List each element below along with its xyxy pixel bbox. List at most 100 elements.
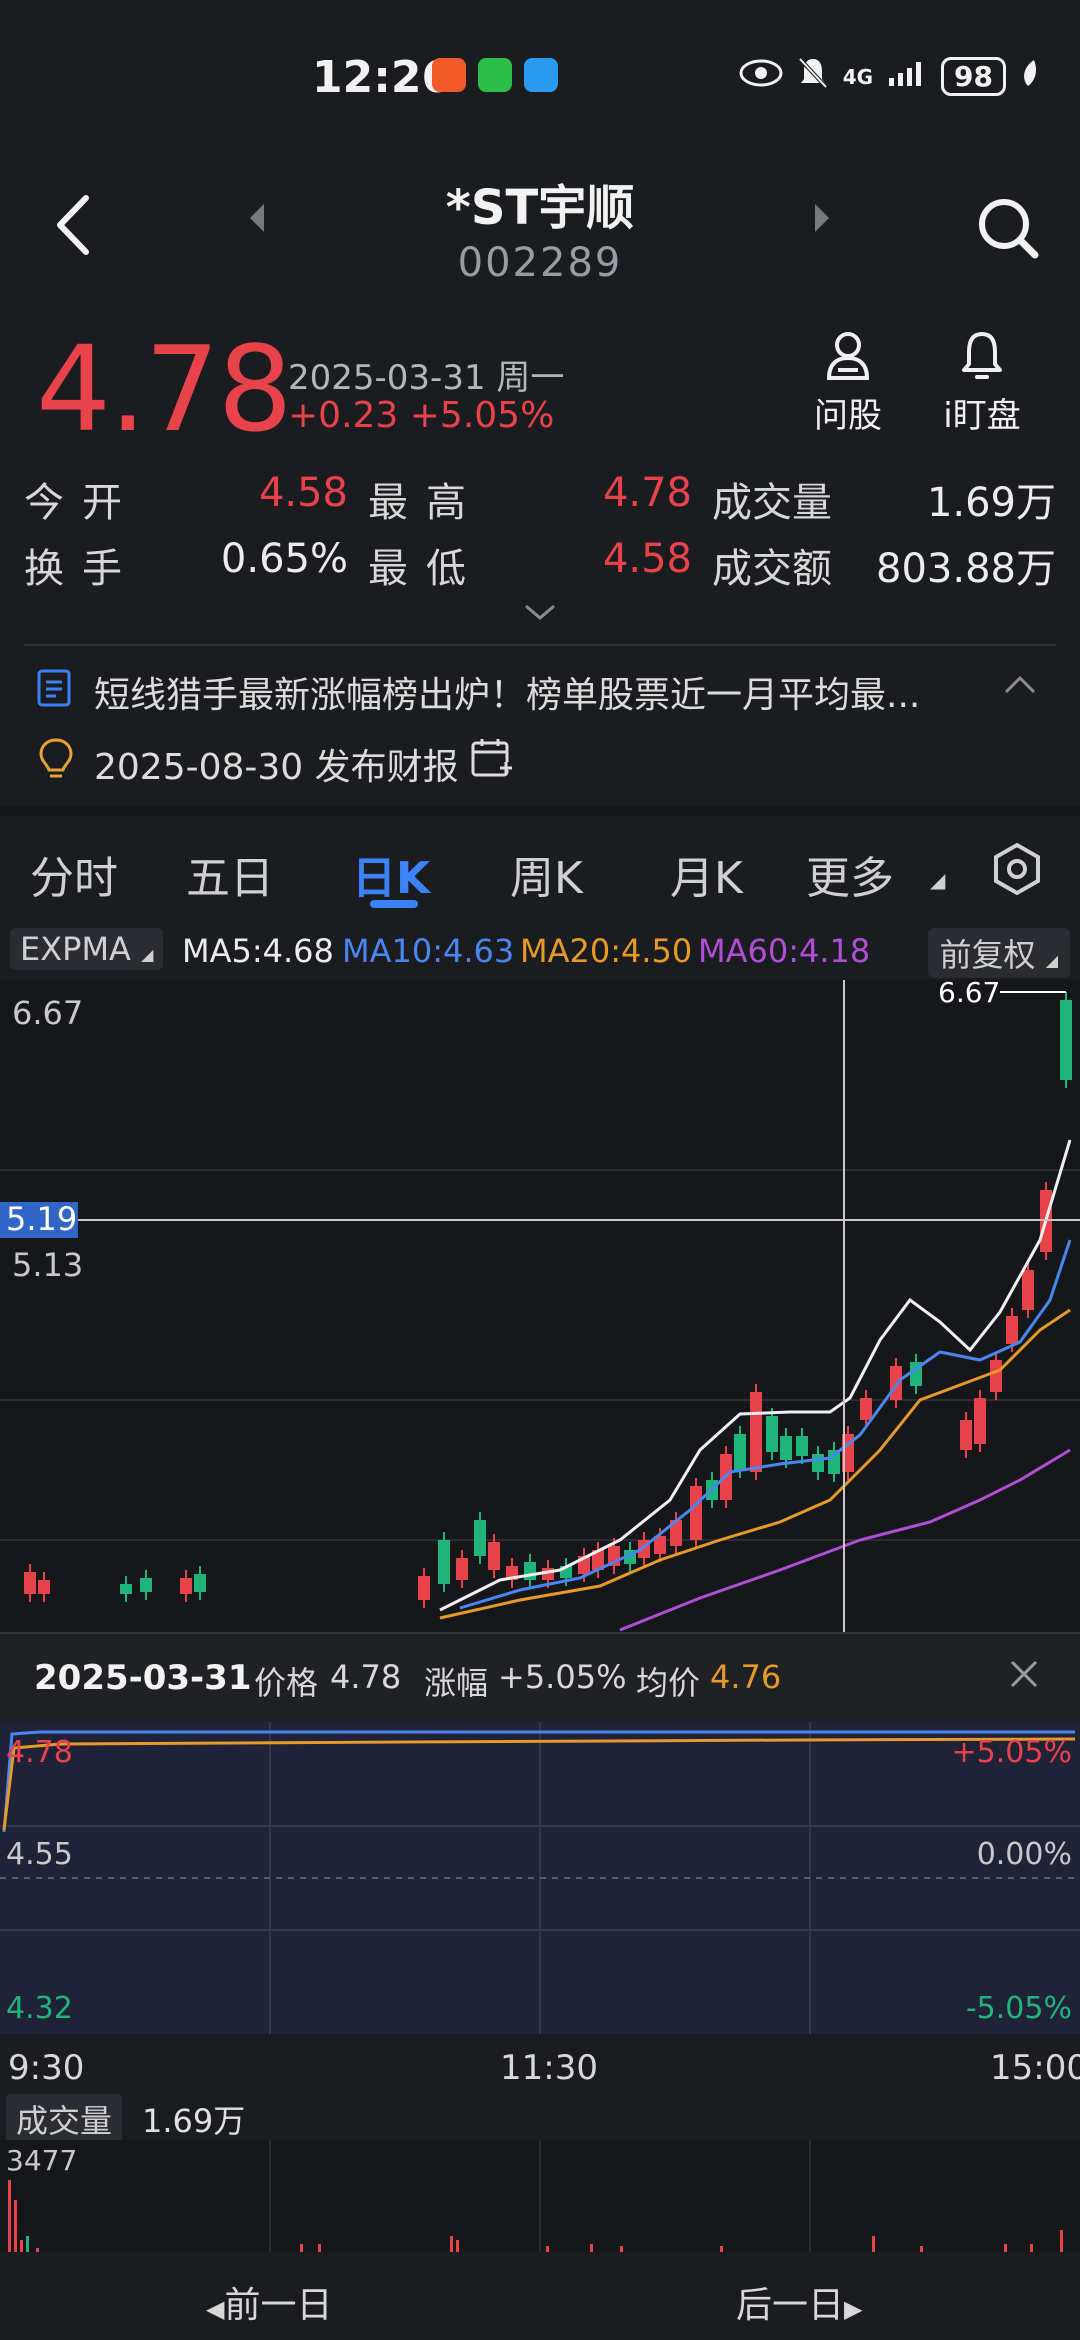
- report-date[interactable]: 2025-08-30 发布财报: [94, 747, 459, 788]
- status-time: 12:26: [312, 52, 453, 103]
- volume-bar: [14, 2200, 17, 2252]
- candle-body: [1022, 1270, 1034, 1310]
- intraday-price-label: 价格: [254, 1664, 319, 1702]
- active-tab-indicator: [370, 900, 418, 908]
- candle-body: [974, 1398, 986, 1444]
- bell-icon: [962, 332, 1002, 379]
- indicator-row: EXPMA ◢ MA5:4.68 MA10:4.63 MA20:4.50 MA6…: [0, 928, 1080, 978]
- watch-button[interactable]: i盯盘: [922, 330, 1042, 437]
- back-icon[interactable]: [44, 190, 104, 260]
- candle-body: [418, 1576, 430, 1600]
- volume-total: 1.69万: [142, 2102, 246, 2140]
- candle-body: [750, 1392, 762, 1472]
- watch-label: i盯盘: [943, 396, 1021, 436]
- intraday-avg-label: 均价: [636, 1664, 701, 1702]
- candle-body: [438, 1540, 450, 1584]
- intraday-y-mid: 4.55: [6, 1837, 73, 1872]
- amount-label: 成交额: [712, 546, 832, 592]
- candle-body: [524, 1562, 536, 1580]
- candle-body: [38, 1580, 50, 1594]
- intraday-avg-line: [2, 1737, 1076, 1831]
- divider: [24, 644, 1056, 646]
- document-icon: [36, 668, 72, 708]
- candle-body: [796, 1436, 808, 1456]
- crosshair-price-box: [0, 1202, 78, 1238]
- news-headline[interactable]: 短线猎手最新涨幅榜出炉！榜单股票近一月平均最...: [94, 675, 921, 716]
- adjust-selector[interactable]: 前复权 ◢: [927, 928, 1070, 978]
- volume-bar: [720, 2246, 723, 2252]
- battery-indicator: 98: [941, 57, 1006, 96]
- volume-bar: [620, 2246, 623, 2252]
- section-gap: [0, 806, 1080, 816]
- low-value: 4.58: [602, 536, 692, 582]
- close-icon[interactable]: [1004, 1654, 1044, 1694]
- intraday-pct-top: +5.05%: [952, 1735, 1072, 1770]
- tab-daily-k[interactable]: 日K: [352, 853, 431, 904]
- mute-bell-icon: [797, 56, 829, 97]
- candle-body: [140, 1578, 152, 1592]
- ask-stock-button[interactable]: 问股: [788, 330, 908, 437]
- current-price: 4.78: [36, 320, 293, 458]
- volume-bar: [1060, 2230, 1063, 2252]
- candle-body: [690, 1486, 702, 1540]
- intraday-y-top: 4.78: [6, 1735, 73, 1770]
- volume-bars: [8, 2180, 1063, 2252]
- adjust-label: 前复权: [939, 936, 1036, 974]
- leaf-icon: [1020, 58, 1040, 95]
- ask-stock-label: 问股: [814, 396, 882, 436]
- intraday-y-bot: 4.32: [6, 1991, 73, 2026]
- quote-date: 2025-03-31 周一: [288, 358, 565, 398]
- next-stock-arrow-icon[interactable]: [815, 204, 829, 232]
- next-day-button[interactable]: 后一日▶: [736, 2285, 863, 2326]
- intraday-change: +5.05%: [498, 1658, 627, 1696]
- volume-bar: [300, 2244, 303, 2252]
- intraday-avg: 4.76: [710, 1658, 782, 1696]
- eye-icon: [739, 58, 783, 95]
- volume-bar: [318, 2244, 321, 2252]
- kline-high-marker: 6.67: [938, 980, 1000, 1009]
- candle-body: [474, 1520, 486, 1556]
- candle-body: [960, 1420, 972, 1450]
- collapse-chevron-icon[interactable]: [1000, 672, 1040, 702]
- intraday-price-line: [2, 1730, 1075, 1833]
- tab-more[interactable]: 更多: [806, 853, 894, 904]
- volume-tag[interactable]: 成交量: [6, 2094, 123, 2144]
- volume-svg: 3477: [0, 2140, 1080, 2252]
- volume-bar: [590, 2244, 593, 2252]
- calendar-add-icon[interactable]: [470, 736, 514, 784]
- volume-value: 1.69万: [926, 480, 1056, 526]
- intraday-chart[interactable]: 4.78 4.55 4.32 +5.05% 0.00% -5.05%: [0, 1722, 1080, 2042]
- intraday-svg: 4.78 4.55 4.32 +5.05% 0.00% -5.05%: [0, 1722, 1080, 2034]
- intraday-pct-mid: 0.00%: [977, 1837, 1072, 1872]
- volume-bar: [546, 2246, 549, 2252]
- candle-body: [1006, 1316, 1018, 1344]
- ma5-value: MA5:4.68: [182, 932, 334, 970]
- search-icon[interactable]: [975, 195, 1041, 261]
- tab-intraday[interactable]: 分时: [30, 853, 118, 904]
- kline-mid-label: 5.13: [12, 1246, 83, 1284]
- tab-five-day[interactable]: 五日: [186, 853, 274, 904]
- price-change: +0.23 +5.05%: [288, 395, 555, 436]
- prev-day-label: 前一日: [224, 2285, 333, 2326]
- settings-icon[interactable]: [990, 842, 1044, 900]
- turnover-value: 0.65%: [220, 536, 348, 582]
- candle-body: [592, 1550, 604, 1570]
- tab-weekly-k[interactable]: 周K: [510, 853, 583, 904]
- volume-chart: 3477: [0, 2140, 1080, 2252]
- tab-monthly-k[interactable]: 月K: [670, 853, 743, 904]
- kline-chart[interactable]: 5.19 6.67 5.13 6.67: [0, 976, 1080, 1632]
- indicator-type: EXPMA: [20, 930, 131, 968]
- expand-chevron-icon[interactable]: [520, 600, 560, 624]
- prev-day-button[interactable]: ◀前一日: [206, 2285, 333, 2326]
- volume-bar: [920, 2246, 923, 2252]
- candle-body: [670, 1520, 682, 1546]
- search-app-icon: [524, 58, 558, 92]
- prev-stock-arrow-icon[interactable]: [250, 204, 264, 232]
- ma10-line: [459, 1239, 1072, 1610]
- low-label: 最低: [368, 546, 484, 592]
- more-dropdown-icon[interactable]: ◢: [930, 868, 946, 892]
- intraday-price: 4.78: [330, 1658, 402, 1696]
- send-icon: [432, 58, 466, 92]
- indicator-selector[interactable]: EXPMA ◢: [10, 928, 164, 970]
- ma10-value: MA10:4.63: [342, 932, 515, 970]
